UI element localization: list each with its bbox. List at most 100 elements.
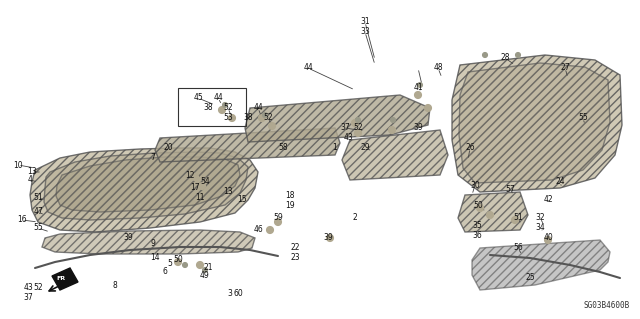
Circle shape bbox=[417, 83, 422, 87]
Circle shape bbox=[275, 219, 282, 226]
Text: 15: 15 bbox=[237, 196, 247, 204]
Text: 52: 52 bbox=[33, 284, 43, 293]
Text: 43: 43 bbox=[23, 284, 33, 293]
Circle shape bbox=[202, 268, 207, 272]
Polygon shape bbox=[452, 55, 622, 192]
Circle shape bbox=[228, 115, 236, 122]
Polygon shape bbox=[459, 63, 610, 183]
Text: 25: 25 bbox=[525, 273, 535, 283]
Text: 52: 52 bbox=[353, 123, 363, 132]
Text: 3: 3 bbox=[228, 288, 232, 298]
Text: 35: 35 bbox=[472, 220, 482, 229]
Text: 52: 52 bbox=[263, 114, 273, 122]
Text: 58: 58 bbox=[278, 144, 288, 152]
Text: 54: 54 bbox=[200, 177, 210, 187]
Text: 28: 28 bbox=[500, 54, 509, 63]
Text: 23: 23 bbox=[290, 254, 300, 263]
Text: 39: 39 bbox=[323, 234, 333, 242]
Circle shape bbox=[511, 217, 518, 224]
Circle shape bbox=[351, 120, 358, 127]
Text: 37: 37 bbox=[340, 123, 350, 132]
Circle shape bbox=[486, 211, 493, 219]
Text: 46: 46 bbox=[253, 226, 263, 234]
Text: 11: 11 bbox=[195, 194, 205, 203]
Text: 52: 52 bbox=[223, 103, 233, 113]
Polygon shape bbox=[155, 128, 340, 162]
Polygon shape bbox=[458, 192, 528, 232]
Text: 53: 53 bbox=[223, 114, 233, 122]
Text: 30: 30 bbox=[470, 181, 480, 189]
Text: 40: 40 bbox=[543, 234, 553, 242]
Text: 14: 14 bbox=[150, 254, 160, 263]
Text: 26: 26 bbox=[465, 144, 475, 152]
Text: 39: 39 bbox=[123, 234, 133, 242]
Text: 18: 18 bbox=[285, 190, 295, 199]
Text: 29: 29 bbox=[360, 144, 370, 152]
Circle shape bbox=[266, 226, 273, 234]
Text: FR: FR bbox=[56, 277, 65, 281]
Text: 48: 48 bbox=[433, 63, 443, 72]
Circle shape bbox=[175, 258, 182, 265]
Polygon shape bbox=[30, 148, 258, 232]
Text: 19: 19 bbox=[285, 201, 295, 210]
Polygon shape bbox=[472, 240, 610, 290]
Text: 39: 39 bbox=[413, 123, 423, 132]
Text: 7: 7 bbox=[150, 153, 156, 162]
Circle shape bbox=[355, 117, 360, 122]
Circle shape bbox=[483, 53, 488, 57]
Text: 45: 45 bbox=[193, 93, 203, 102]
Text: 21: 21 bbox=[204, 263, 212, 272]
Text: 32: 32 bbox=[535, 213, 545, 222]
Text: 33: 33 bbox=[360, 27, 370, 36]
Text: 42: 42 bbox=[543, 196, 553, 204]
Polygon shape bbox=[342, 130, 448, 180]
Text: 38: 38 bbox=[243, 114, 253, 122]
Text: 1: 1 bbox=[333, 144, 337, 152]
Text: 6: 6 bbox=[163, 268, 168, 277]
Circle shape bbox=[223, 102, 227, 108]
Text: 55: 55 bbox=[578, 114, 588, 122]
Text: 60: 60 bbox=[233, 288, 243, 298]
Circle shape bbox=[545, 236, 552, 243]
Circle shape bbox=[191, 174, 198, 181]
Text: 13: 13 bbox=[27, 167, 37, 176]
Circle shape bbox=[390, 117, 396, 122]
Text: 10: 10 bbox=[13, 160, 23, 169]
Circle shape bbox=[218, 107, 225, 114]
Text: 4: 4 bbox=[28, 175, 33, 184]
Circle shape bbox=[515, 53, 520, 57]
Text: 51: 51 bbox=[33, 194, 43, 203]
Circle shape bbox=[388, 127, 396, 133]
Polygon shape bbox=[245, 95, 430, 142]
Polygon shape bbox=[52, 268, 78, 290]
Text: 44: 44 bbox=[303, 63, 313, 72]
Polygon shape bbox=[56, 157, 240, 212]
Circle shape bbox=[182, 263, 188, 268]
Text: 56: 56 bbox=[513, 243, 523, 253]
Text: 20: 20 bbox=[163, 144, 173, 152]
Text: 47: 47 bbox=[33, 207, 43, 217]
Text: 17: 17 bbox=[190, 183, 200, 192]
Text: 16: 16 bbox=[17, 216, 27, 225]
Text: 50: 50 bbox=[173, 256, 183, 264]
Text: 51: 51 bbox=[513, 213, 523, 222]
Circle shape bbox=[415, 92, 422, 99]
Circle shape bbox=[326, 234, 333, 241]
Circle shape bbox=[196, 262, 204, 269]
Text: 36: 36 bbox=[472, 231, 482, 240]
Text: 34: 34 bbox=[535, 224, 545, 233]
Polygon shape bbox=[44, 152, 248, 220]
Text: 9: 9 bbox=[150, 239, 156, 248]
Text: 24: 24 bbox=[555, 177, 565, 187]
Circle shape bbox=[269, 122, 275, 130]
Text: 8: 8 bbox=[113, 280, 117, 290]
Text: SG03B4600B: SG03B4600B bbox=[584, 301, 630, 310]
Text: 38: 38 bbox=[203, 103, 213, 113]
Text: 22: 22 bbox=[291, 243, 300, 253]
Text: 50: 50 bbox=[473, 201, 483, 210]
Text: 44: 44 bbox=[253, 103, 263, 113]
Circle shape bbox=[262, 113, 268, 117]
Text: 59: 59 bbox=[273, 213, 283, 222]
Circle shape bbox=[355, 130, 362, 137]
Circle shape bbox=[259, 115, 266, 122]
